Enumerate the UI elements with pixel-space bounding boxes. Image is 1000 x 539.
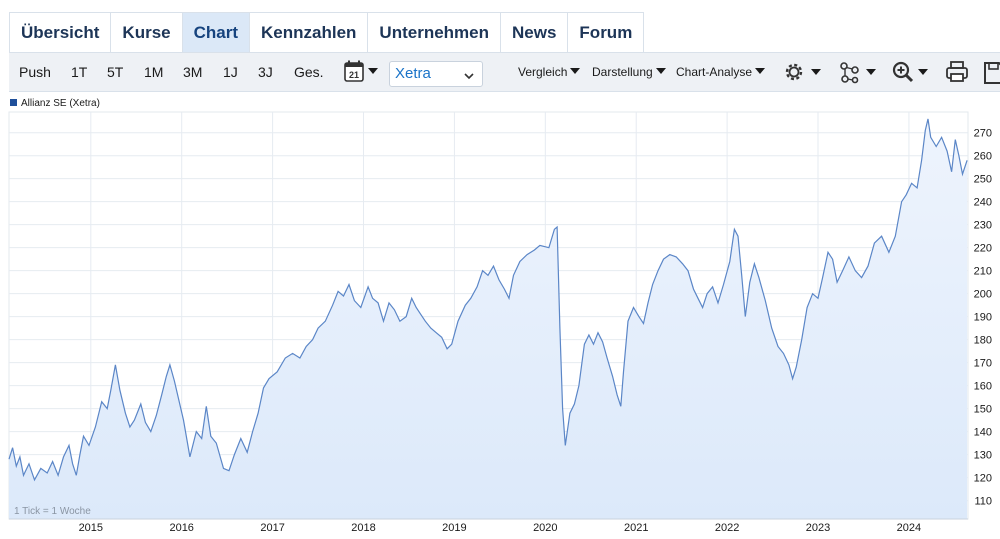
- x-tick-label: 2015: [79, 522, 103, 534]
- range-1t-button[interactable]: 1T: [71, 64, 88, 80]
- exchange-select-value: Xetra: [395, 65, 431, 82]
- y-tick-label: 230: [974, 220, 992, 232]
- tab-forum[interactable]: Forum: [579, 23, 633, 42]
- save-icon[interactable]: [983, 60, 1000, 89]
- x-tick-label: 2021: [624, 522, 648, 534]
- tab-bar: Übersicht Kurse Chart Kennzahlen Unterne…: [9, 12, 645, 53]
- tab-kennzahlen[interactable]: Kennzahlen: [250, 13, 369, 53]
- chart-legend: Allianz SE (Xetra): [10, 98, 100, 109]
- tab-chart[interactable]: Chart: [182, 13, 251, 53]
- y-tick-label: 120: [974, 473, 992, 485]
- calendar-day: 21: [349, 70, 359, 80]
- y-tick-label: 210: [974, 266, 992, 278]
- series-area: [9, 118, 968, 520]
- x-tick-label: 2022: [715, 522, 739, 534]
- x-tick-label: 2024: [897, 522, 921, 534]
- x-tick-label: 2019: [442, 522, 466, 534]
- y-tick-label: 270: [974, 128, 992, 140]
- analysis-label: Chart-Analyse: [676, 65, 753, 79]
- range-1j-button[interactable]: 1J: [223, 64, 238, 80]
- series-line: [8, 118, 968, 482]
- network-icon[interactable]: [838, 60, 878, 89]
- y-tick-label: 260: [974, 151, 992, 163]
- y-tick-label: 170: [974, 358, 992, 370]
- display-label: Darstellung: [592, 65, 653, 79]
- range-5t-button[interactable]: 5T: [107, 64, 124, 80]
- print-icon[interactable]: [945, 60, 969, 89]
- y-tick-label: 220: [974, 243, 992, 255]
- caret-down-icon: [655, 68, 666, 74]
- range-1m-button[interactable]: 1M: [144, 64, 164, 80]
- x-tick-label: 2018: [351, 522, 375, 534]
- y-tick-label: 140: [974, 427, 992, 439]
- y-tick-label: 150: [974, 404, 992, 416]
- range-3j-button[interactable]: 3J: [258, 64, 273, 80]
- zoom-in-icon[interactable]: [891, 60, 931, 89]
- y-tick-label: 240: [974, 197, 992, 209]
- tab-uebersicht[interactable]: Übersicht: [10, 13, 112, 53]
- range-push-button[interactable]: Push: [19, 64, 51, 80]
- tab-unternehmen[interactable]: Unternehmen: [368, 13, 501, 53]
- gear-icon[interactable]: [783, 60, 823, 89]
- compare-menu[interactable]: Vergleich: [518, 53, 581, 91]
- x-tick-label: 2016: [169, 522, 193, 534]
- y-tick-label: 180: [974, 335, 992, 347]
- calendar-icon[interactable]: 21: [343, 59, 383, 90]
- range-3m-button[interactable]: 3M: [183, 64, 203, 80]
- y-tick-label: 190: [974, 312, 992, 324]
- x-tick-label: 2017: [260, 522, 284, 534]
- range-ges-button[interactable]: Ges.: [294, 64, 324, 80]
- tab-news[interactable]: News: [501, 13, 569, 53]
- x-tick-label: 2023: [806, 522, 830, 534]
- tick-footnote: 1 Tick = 1 Woche: [14, 506, 91, 517]
- caret-down-icon: [570, 68, 581, 74]
- display-menu[interactable]: Darstellung: [592, 53, 666, 91]
- y-tick-label: 200: [974, 289, 992, 301]
- legend-swatch: [10, 99, 17, 106]
- analysis-menu[interactable]: Chart-Analyse: [676, 53, 766, 91]
- legend-series-name: Allianz SE (Xetra): [21, 98, 100, 109]
- y-tick-label: 250: [974, 174, 992, 186]
- exchange-select[interactable]: Xetra: [389, 61, 483, 87]
- x-tick-label: 2020: [533, 522, 557, 534]
- tab-kurse[interactable]: Kurse: [111, 13, 183, 53]
- compare-label: Vergleich: [518, 65, 568, 79]
- caret-down-icon: [755, 68, 766, 74]
- chart-toolbar: Push 1T 5T 1M 3M 1J 3J Ges. 21 Xetra Ver…: [9, 52, 1000, 92]
- y-tick-label: 130: [974, 450, 992, 462]
- y-tick-label: 110: [974, 496, 992, 508]
- chevron-down-icon: [464, 68, 474, 86]
- y-tick-label: 160: [974, 381, 992, 393]
